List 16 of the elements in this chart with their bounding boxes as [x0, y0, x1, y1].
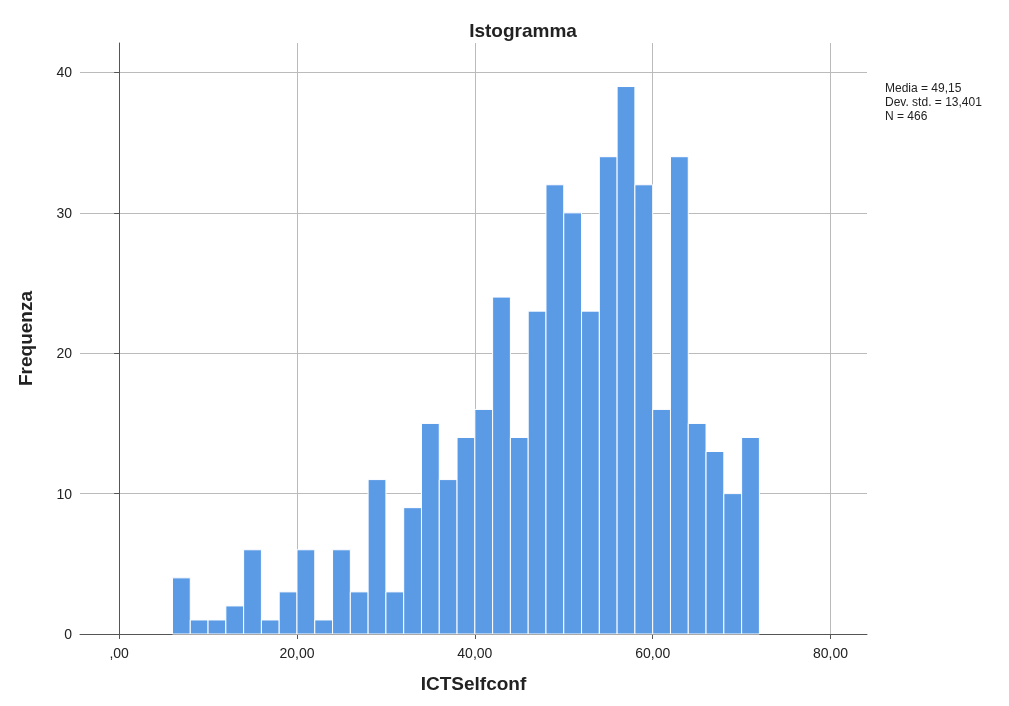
- y-axis-title: Frequenza: [15, 290, 36, 387]
- y-tick-label: 20: [56, 345, 73, 362]
- text: Dev. std. = 13,401: [885, 95, 983, 109]
- x-tick-label: 60,00: [635, 645, 671, 661]
- x-tick-label: 40,00: [457, 645, 493, 661]
- text: Media = 49,15: [885, 81, 962, 95]
- x-tick-label: 80,00: [813, 645, 849, 661]
- text: N = 466: [885, 109, 928, 123]
- x-tick-label: ,00: [109, 645, 130, 661]
- x-tick-label: 20,00: [279, 645, 315, 661]
- y-tick-label: 40: [56, 64, 73, 81]
- x-axis-title: ICTSelfconf: [420, 673, 527, 694]
- chart-title: Istogramma: [469, 20, 578, 41]
- y-tick-label: 0: [64, 626, 73, 642]
- y-tick-label: 10: [56, 485, 73, 502]
- y-tick-label: 30: [56, 204, 73, 221]
